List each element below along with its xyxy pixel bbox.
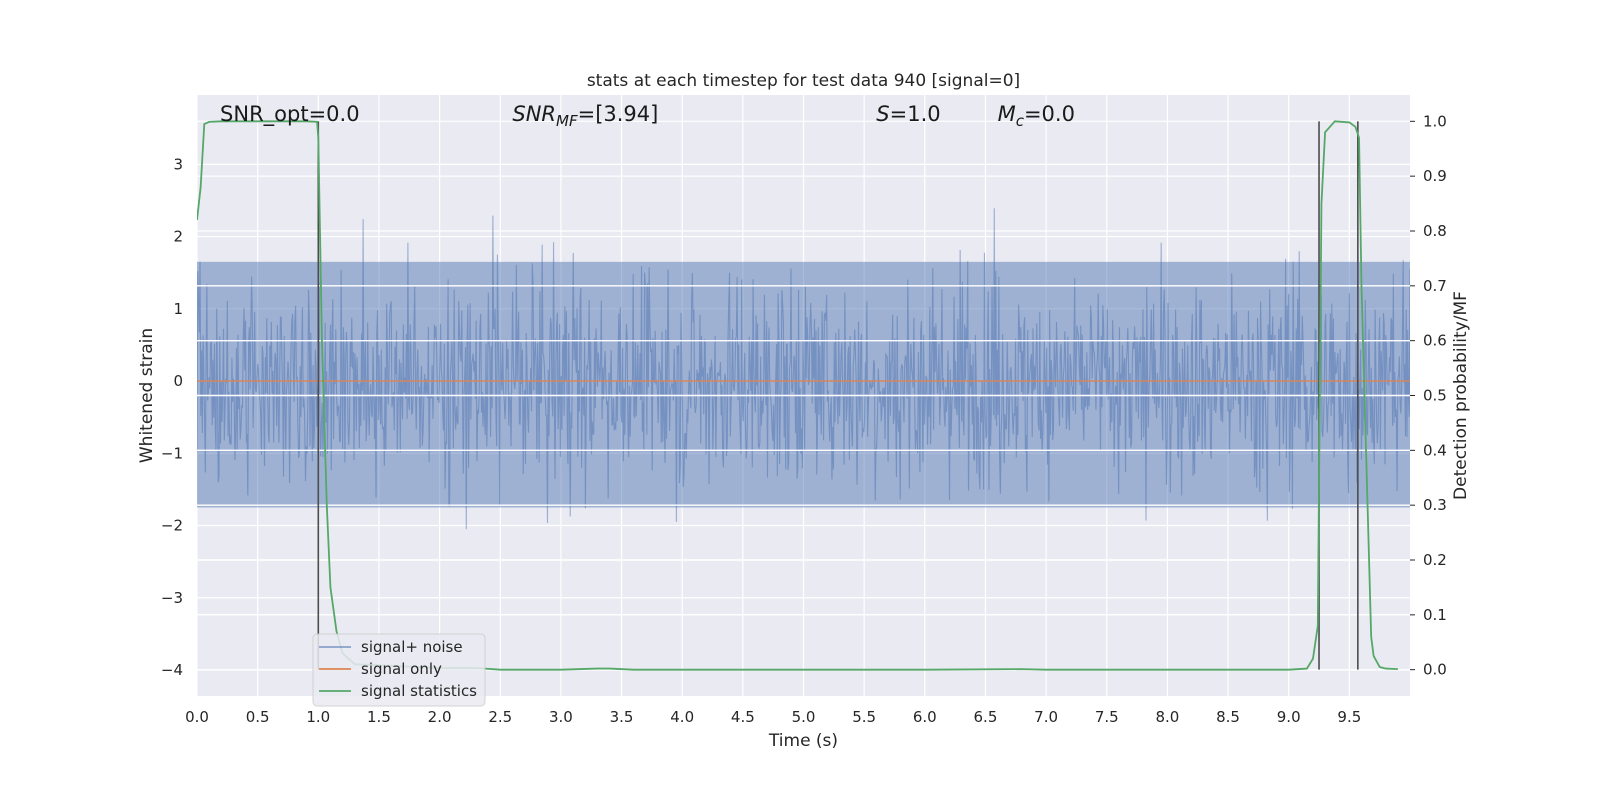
y-tick-label: 1 [173, 300, 183, 318]
reference-lines [197, 285, 1410, 616]
x-tick-label: 4.5 [731, 708, 755, 726]
y2-tick-label: 0.0 [1423, 661, 1447, 679]
y-tick-label: −3 [161, 589, 183, 607]
x-tick-label: 5.5 [852, 708, 876, 726]
y2-tick-label: 0.9 [1423, 167, 1447, 185]
x-tick-label: 1.0 [306, 708, 330, 726]
x-tick-label: 2.5 [488, 708, 512, 726]
y2-axis-label: Detection probability/MF [1451, 291, 1471, 500]
x-tick-label: 6.0 [913, 708, 937, 726]
legend-label: signal statistics [361, 682, 477, 700]
y2-tick-label: 1.0 [1423, 112, 1447, 130]
legend-label: signal+ noise [361, 638, 463, 656]
annotation-text: SNRMF=[3.94] [512, 102, 658, 130]
x-axis-label: Time (s) [768, 731, 838, 751]
y2-tick-label: 0.5 [1423, 387, 1447, 405]
x-tick-label: 9.5 [1337, 708, 1361, 726]
y2-tick-label: 0.3 [1423, 496, 1447, 514]
annotation-text: Mc=0.0 [998, 102, 1075, 130]
annotation-text: SNR_opt=0.0 [220, 102, 360, 127]
x-tick-label: 4.0 [670, 708, 694, 726]
y2-tick-label: 0.6 [1423, 332, 1447, 350]
noise-trace [197, 208, 1410, 530]
annotations: SNR_opt=0.0 SNRMF=[3.94] S=1.0 Mc=0.0 [220, 102, 1075, 130]
series-signal-statistics [197, 120, 1398, 671]
x-tick-label: 9.0 [1277, 708, 1301, 726]
y-axis-label: Whitened strain [137, 328, 157, 463]
x-tick-label: 8.0 [1155, 708, 1179, 726]
legend-box [312, 633, 486, 707]
chart-title: stats at each timestep for test data 940… [587, 71, 1020, 91]
legend: signal+ noise signal only signal statistic… [312, 633, 486, 707]
annotation-text: S=1.0 [876, 102, 940, 126]
y-tick-label: 3 [173, 155, 183, 173]
signal-statistics-line [197, 120, 1398, 671]
y-axis-ticks: 3 2 1 0 −1 −2 −3 −4 [161, 155, 183, 679]
y2-tick-label: 0.2 [1423, 551, 1447, 569]
y2-tick-label: 0.8 [1423, 222, 1447, 240]
x-tick-label: 0.5 [246, 708, 270, 726]
y2-tick-label: 0.4 [1423, 441, 1447, 459]
y2-tick-label: 0.7 [1423, 277, 1447, 295]
x-tick-label: 7.5 [1095, 708, 1119, 726]
y-tick-label: 2 [173, 228, 183, 246]
series-signal-noise [197, 208, 1410, 530]
y-tick-label: −4 [161, 661, 183, 679]
y-tick-label: 0 [173, 372, 183, 390]
y-tick-label: −2 [161, 517, 183, 535]
x-tick-label: 1.5 [367, 708, 391, 726]
x-tick-label: 2.0 [428, 708, 452, 726]
y-tick-label: −1 [161, 444, 183, 462]
x-tick-label: 3.0 [549, 708, 573, 726]
legend-label: signal only [361, 660, 442, 678]
x-tick-label: 0.0 [185, 708, 209, 726]
x-axis-ticks: 0.0 0.5 1.0 1.5 2.0 2.5 3.0 3.5 4.0 4.5 5.0 5.5 6.0 6… [185, 708, 1361, 726]
x-tick-label: 3.5 [610, 708, 634, 726]
y2-axis-ticks: 1.0 0.9 0.8 0.7 0.6 0.5 0.4 0.3 0.2 0.1 0.0 [1410, 112, 1447, 679]
y2-tick-label: 0.1 [1423, 606, 1447, 624]
x-tick-label: 8.5 [1216, 708, 1240, 726]
x-tick-label: 7.0 [1034, 708, 1058, 726]
x-tick-label: 5.0 [792, 708, 816, 726]
x-tick-label: 6.5 [974, 708, 998, 726]
